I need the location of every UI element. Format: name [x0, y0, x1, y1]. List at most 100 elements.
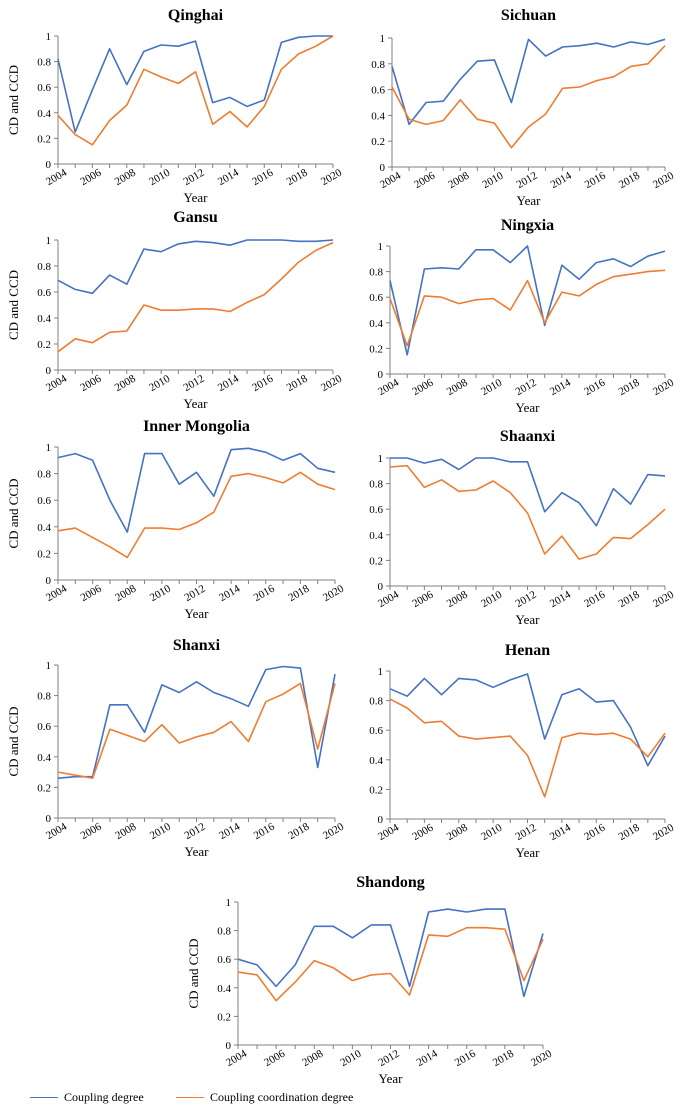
- x-tick-label: 2008: [445, 588, 470, 610]
- x-tick-label: 2012: [513, 822, 538, 843]
- x-tick-label: 2020: [321, 820, 346, 842]
- y-tick-label: 0: [226, 1040, 232, 1052]
- y-tick-label: 0.2: [37, 133, 51, 145]
- x-tick-label: 2020: [529, 1047, 554, 1069]
- y-tick-label: 0.6: [217, 954, 231, 966]
- chart-title-henan: Henan: [505, 642, 550, 659]
- x-tick-label: 2012: [513, 377, 538, 398]
- x-tick-label: 2010: [480, 169, 505, 191]
- series-line-coupling-degree: [57, 35, 333, 133]
- y-tick-label: 0.2: [369, 784, 383, 796]
- series-line-coupling-coordination-degree: [237, 926, 544, 1002]
- x-tick-label: 2006: [79, 582, 104, 604]
- x-tick-label: 2020: [321, 582, 346, 604]
- y-tick-label: 0.6: [37, 287, 51, 299]
- x-tick-label: 2006: [262, 1047, 287, 1069]
- x-tick-label: 2012: [181, 373, 206, 394]
- y-tick-label: 1: [46, 31, 52, 43]
- x-tick-label: 2014: [548, 821, 573, 843]
- y-tick-label: 1: [378, 666, 384, 678]
- y-tick-label: 0.8: [369, 696, 383, 708]
- x-axis-label: Year: [516, 845, 541, 860]
- chart-title-shanxi: Shanxi: [173, 637, 221, 654]
- x-tick-label: 2016: [453, 1047, 478, 1069]
- x-tick-label: 2018: [285, 372, 310, 394]
- x-tick-label: 2018: [285, 166, 310, 188]
- x-axis-label: Year: [379, 1071, 404, 1085]
- x-axis-label: Year: [516, 612, 541, 627]
- x-tick-label: 2020: [651, 376, 676, 398]
- x-tick-label: 2006: [78, 166, 103, 188]
- series-line-coupling-degree: [389, 673, 666, 767]
- y-tick-label: 0.8: [37, 261, 51, 273]
- x-tick-label: 2020: [651, 588, 676, 610]
- legend-coordination-swatch: [176, 1096, 204, 1098]
- y-tick-label: 0.8: [217, 926, 231, 938]
- x-tick-label: 2014: [415, 1047, 440, 1069]
- x-tick-label: 2010: [479, 588, 504, 610]
- y-tick-label: 0.8: [369, 479, 383, 491]
- chart-legend: Coupling degree Coupling coordination de…: [0, 1086, 685, 1108]
- y-tick-label: 1: [46, 442, 52, 454]
- x-tick-label: 2006: [410, 588, 435, 610]
- y-tick-label: 0.6: [369, 725, 383, 737]
- series-line-coupling-degree: [57, 239, 334, 295]
- x-tick-label: 2006: [79, 820, 104, 842]
- legend-coordination-label: Coupling coordination degree: [210, 1089, 354, 1104]
- y-tick-label: 0.8: [369, 267, 383, 279]
- x-tick-label: 2012: [182, 583, 207, 604]
- y-tick-label: 0.6: [369, 292, 383, 304]
- y-tick-label: 0.2: [37, 782, 51, 794]
- y-tick-label: 0.6: [369, 504, 383, 516]
- series-line-coupling-degree: [389, 245, 666, 356]
- x-tick-label: 2018: [617, 588, 642, 610]
- x-tick-label: 2006: [78, 372, 103, 394]
- x-tick-label: 2012: [514, 170, 539, 191]
- series-line-coupling-degree: [237, 908, 544, 998]
- series-line-coupling-coordination-degree: [391, 45, 666, 149]
- x-tick-label: 2010: [147, 166, 172, 188]
- series-line-coupling-coordination-degree: [57, 241, 334, 353]
- x-tick-label: 2014: [548, 376, 573, 398]
- x-tick-label: 2008: [113, 582, 138, 604]
- legend-coordination-degree[interactable]: Coupling coordination degree: [176, 1086, 353, 1108]
- x-axis-label: Year: [185, 606, 210, 621]
- x-axis-label: Year: [184, 190, 209, 205]
- x-tick-label: 2020: [651, 821, 676, 843]
- y-axis-label: CD and CCD: [6, 65, 21, 135]
- x-tick-label: 2008: [113, 372, 138, 394]
- x-tick-label: 2010: [147, 372, 172, 394]
- series-line-coupling-coordination-degree: [57, 471, 336, 559]
- x-tick-label: 2018: [617, 376, 642, 398]
- x-tick-label: 2008: [446, 169, 471, 191]
- legend-coupling-degree[interactable]: Coupling degree: [30, 1086, 144, 1108]
- y-tick-label: 0: [46, 813, 52, 825]
- x-axis-label: Year: [516, 400, 541, 415]
- y-tick-label: 1: [226, 897, 232, 909]
- x-tick-label: 2018: [617, 821, 642, 843]
- series-line-coupling-degree: [391, 38, 666, 126]
- x-tick-label: 2016: [582, 588, 607, 610]
- y-tick-label: 1: [46, 660, 52, 672]
- legend-coupling-swatch: [30, 1096, 58, 1098]
- y-tick-label: 0.4: [369, 318, 383, 330]
- x-tick-label: 2016: [252, 582, 277, 604]
- x-tick-label: 2014: [217, 820, 242, 842]
- x-tick-label: 2008: [113, 820, 138, 842]
- y-tick-label: 0.2: [37, 339, 51, 351]
- y-tick-label: 0.2: [217, 1011, 231, 1023]
- y-tick-label: 0.2: [369, 555, 383, 567]
- y-tick-label: 0: [46, 575, 52, 587]
- y-tick-label: 0.4: [37, 108, 51, 120]
- x-tick-label: 2006: [410, 821, 435, 843]
- x-tick-label: 2014: [548, 588, 573, 610]
- series-line-coupling-coordination-degree: [389, 269, 666, 347]
- x-tick-label: 2012: [181, 167, 206, 188]
- y-axis-label: CD and CCD: [6, 706, 21, 776]
- x-tick-label: 2008: [445, 376, 470, 398]
- x-tick-label: 2016: [250, 372, 275, 394]
- x-axis-label: Year: [517, 193, 542, 208]
- y-axis-label: CD and CCD: [186, 938, 201, 1008]
